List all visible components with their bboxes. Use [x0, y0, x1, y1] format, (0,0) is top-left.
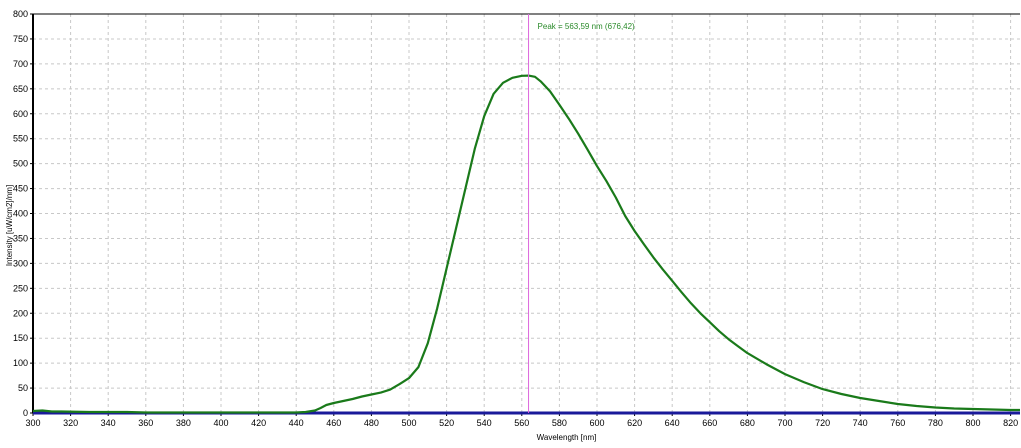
x-tick-label: 300: [25, 418, 40, 428]
x-tick-label: 540: [477, 418, 492, 428]
x-tick-label: 640: [665, 418, 680, 428]
x-tick-label: 480: [364, 418, 379, 428]
y-tick-label: 750: [13, 34, 28, 44]
y-tick-label: 800: [13, 9, 28, 19]
x-tick-label: 760: [890, 418, 905, 428]
x-tick-label: 680: [740, 418, 755, 428]
series-line: [32, 74, 1020, 414]
x-tick-label: 360: [138, 418, 153, 428]
peak-marker-group: Peak = 563,59 nm (676,42): [528, 14, 636, 413]
y-tick-label: 200: [13, 308, 28, 318]
y-tick-label: 250: [13, 283, 28, 293]
x-tick-label: 440: [289, 418, 304, 428]
x-tick-label: 520: [439, 418, 454, 428]
x-tick-label: 560: [514, 418, 529, 428]
x-tick-label: 460: [326, 418, 341, 428]
y-tick-label: 550: [13, 134, 28, 144]
x-tick-label: 660: [702, 418, 717, 428]
x-axis-label: Wavelength [nm]: [537, 433, 597, 442]
x-tick-label: 380: [176, 418, 191, 428]
series-group: [32, 74, 1020, 415]
y-tick-label: 400: [13, 209, 28, 219]
y-tick-labels: 0 50 100 150 200 250 300 350 400 450 500 550 600 650 7…: [13, 9, 28, 418]
x-tick-label: 820: [1003, 418, 1018, 428]
y-tick-label: 350: [13, 233, 28, 243]
y-tick-label: 300: [13, 258, 28, 268]
y-tick-label: 100: [13, 358, 28, 368]
x-tick-label: 400: [213, 418, 228, 428]
x-tick-label: 500: [401, 418, 416, 428]
y-tick-label: 0: [23, 408, 28, 418]
y-tick-label: 150: [13, 333, 28, 343]
x-tick-labels: 300 320 340 360 380 400 420 440 460 480 500 520 540 5…: [25, 418, 1018, 428]
x-tick-label: 600: [589, 418, 604, 428]
y-tick-label: 50: [18, 383, 28, 393]
x-tick-label: 780: [928, 418, 943, 428]
x-tick-label: 340: [101, 418, 116, 428]
y-tick-label: 600: [13, 109, 28, 119]
y-tick-label: 450: [13, 184, 28, 194]
x-tick-label: 740: [853, 418, 868, 428]
y-tick-label: 500: [13, 159, 28, 169]
x-tick-label: 420: [251, 418, 266, 428]
x-tick-label: 580: [552, 418, 567, 428]
peak-label: Peak = 563,59 nm (676,42): [538, 22, 636, 31]
y-axis-label: Intensity [uW/cm2]/nm]: [5, 185, 14, 266]
y-tick-label: 700: [13, 59, 28, 69]
y-tick-label: 650: [13, 84, 28, 94]
x-tick-label: 700: [777, 418, 792, 428]
x-tick-label: 800: [965, 418, 980, 428]
x-tick-label: 620: [627, 418, 642, 428]
grid: [33, 13, 1020, 413]
x-tick-label: 720: [815, 418, 830, 428]
x-tick-label: 320: [63, 418, 78, 428]
